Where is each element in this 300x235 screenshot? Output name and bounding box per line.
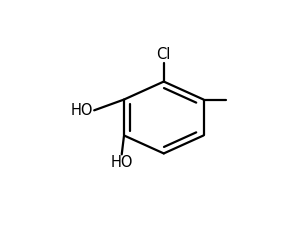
Text: HO: HO — [110, 155, 133, 170]
Text: HO: HO — [70, 103, 93, 118]
Text: Cl: Cl — [157, 47, 171, 62]
